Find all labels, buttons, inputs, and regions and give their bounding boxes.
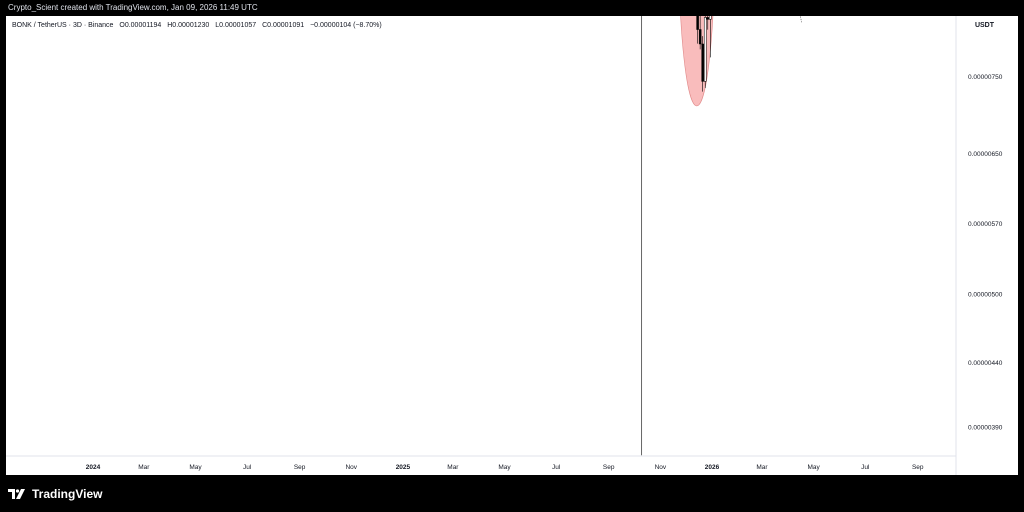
price-tick-label: 0.00000750 [968,74,1003,81]
symbol-info: BONK / TetherUS · 3D · Binance O0.000011… [12,22,386,29]
time-tick-label: May [807,464,820,471]
chart-caption: Crypto_Scient created with TradingView.c… [8,3,258,12]
candle-down [706,17,710,20]
symbol-name: BONK / TetherUS · 3D · Binance [12,22,114,29]
change-value: −0.00000104 (−8.70%) [310,22,382,29]
open-value: O0.00001194 [119,22,162,29]
time-tick-label: Mar [756,464,768,471]
time-tick-label: Nov [655,464,667,471]
candle-down [696,16,699,30]
time-tick-label: 2024 [86,464,101,471]
time-tick-label: Sep [294,464,306,471]
time-tick-label: May [498,464,511,471]
time-tick-label: Mar [447,464,459,471]
price-tick-label: 0.00000500 [968,291,1003,298]
time-tick-label: Sep [912,464,924,471]
candle-down [698,29,702,45]
currency-label: USDT [974,22,994,29]
price-tick-label: 0.00000570 [968,221,1003,228]
time-tick-label: Jul [243,464,252,471]
candle-up [709,16,712,20]
time-tick-label: Mar [138,464,150,471]
price-chart[interactable]: 0.786 0.000080000.000070000.000060000.00… [6,16,1018,475]
time-tick-label: Sep [603,464,615,471]
time-tick-label: Nov [345,464,357,471]
chart-frame[interactable]: 0.786 0.000080000.000070000.000060000.00… [6,16,1018,475]
candle-up [703,17,707,82]
low-value: L0.00001057 [215,22,257,29]
price-tick-label: 0.00000390 [968,425,1003,432]
price-tick-label: 0.00000650 [968,151,1003,158]
time-tick-label: Jul [861,464,870,471]
candle-down [701,43,704,82]
time-tick-label: Jul [552,464,561,471]
price-tick-label: 0.00000440 [968,360,1003,367]
brand-name: TradingView [32,487,103,501]
tradingview-logo-icon [8,489,25,499]
time-tick-label: May [189,464,202,471]
footer: TradingView [8,486,102,502]
high-value: H0.00001230 [167,22,210,29]
time-tick-label: 2026 [705,464,720,471]
close-value: C0.00001091 [262,22,305,29]
time-tick-label: 2025 [396,464,411,471]
